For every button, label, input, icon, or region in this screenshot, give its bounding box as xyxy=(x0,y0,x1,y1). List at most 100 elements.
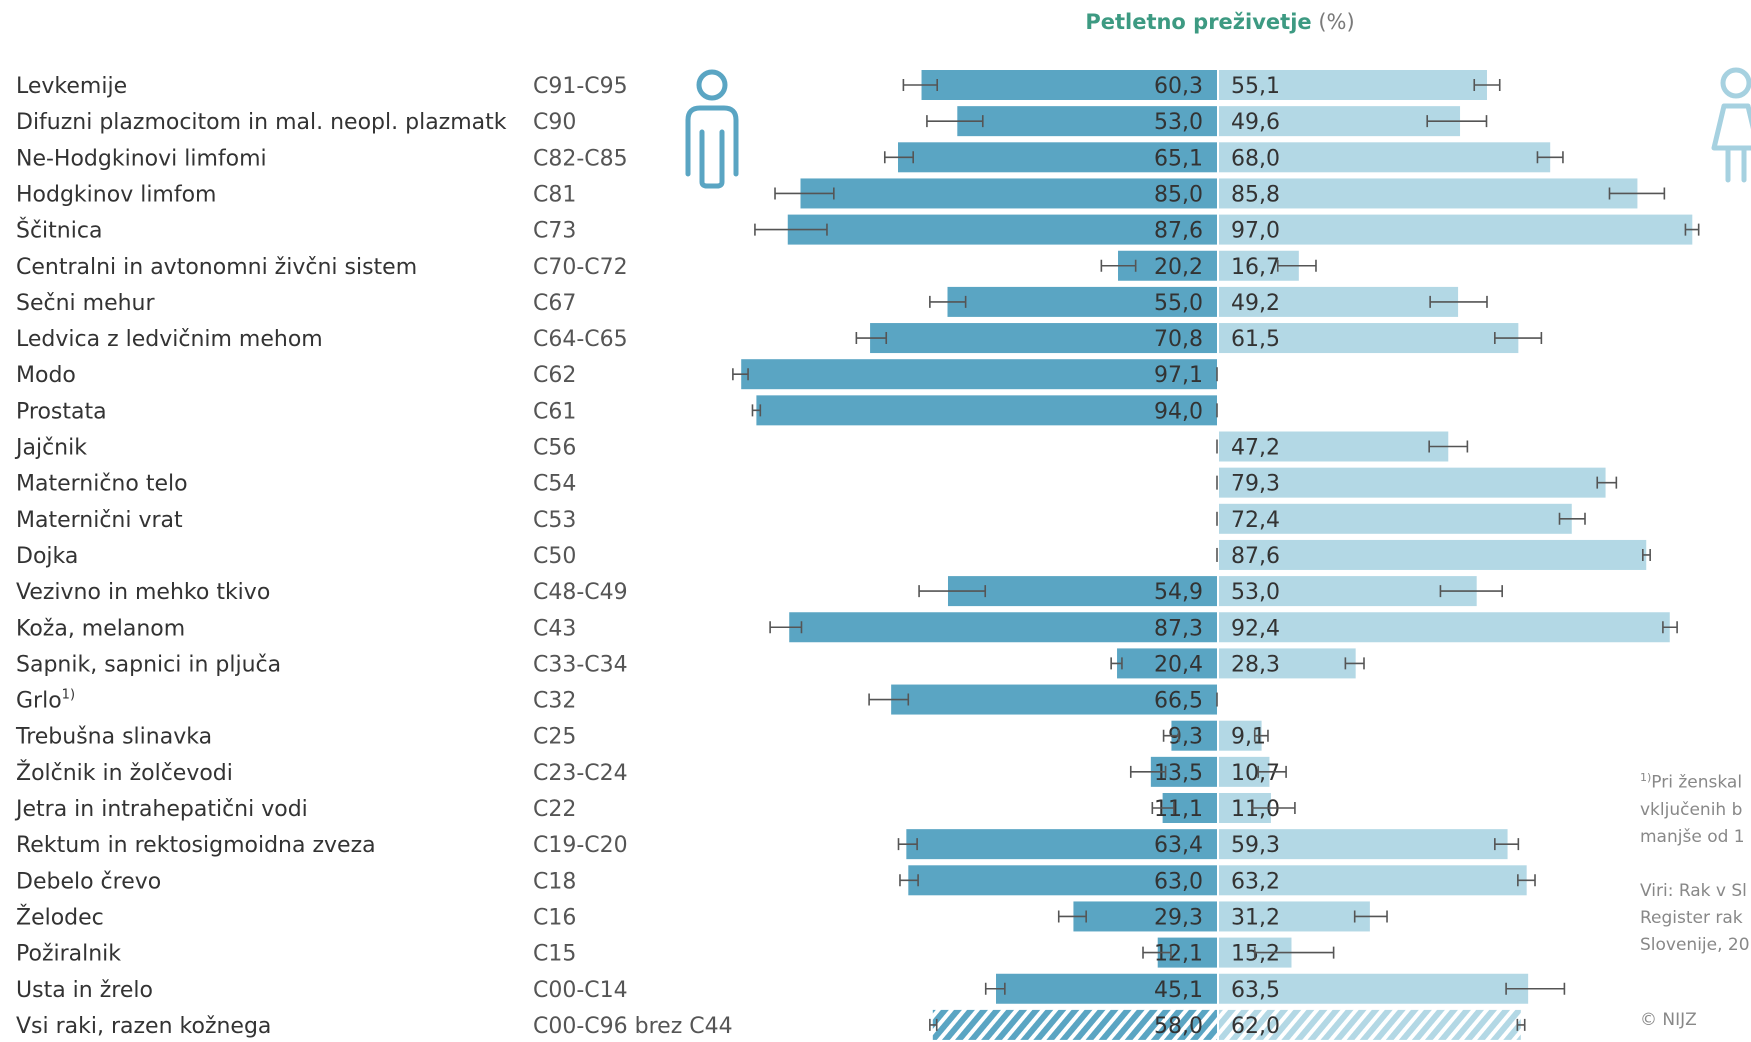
error-bar-men xyxy=(1142,946,1172,959)
value-label-men: 94,0 xyxy=(1154,399,1203,424)
icd-code: C00-C14 xyxy=(533,978,628,1003)
value-label-men: 85,0 xyxy=(1154,182,1203,207)
bar-men xyxy=(789,612,1217,643)
bar-men xyxy=(1073,901,1217,932)
error-bar-women xyxy=(1429,295,1488,308)
value-label-women: 53,0 xyxy=(1231,580,1280,605)
value-label-men: 58,0 xyxy=(1154,1014,1203,1039)
error-bar-women xyxy=(1473,79,1501,91)
copyright: © NIJZ xyxy=(1640,1010,1697,1030)
value-label-women: 31,2 xyxy=(1231,905,1280,930)
icd-code: C22 xyxy=(533,797,576,822)
error-bar-men xyxy=(1100,259,1137,272)
error-bar-men xyxy=(732,368,749,381)
error-bar-men xyxy=(918,585,987,598)
icd-code: C91-C95 xyxy=(533,74,628,99)
value-label-women: 59,3 xyxy=(1231,833,1280,858)
icd-code: C15 xyxy=(533,942,576,967)
bar-women xyxy=(1219,286,1459,317)
value-label-women: 87,6 xyxy=(1231,544,1280,569)
bar-women xyxy=(1219,1009,1521,1040)
icd-code: C53 xyxy=(533,508,576,533)
icd-code: C70-C72 xyxy=(533,255,628,280)
category-label: Želodec xyxy=(16,904,104,930)
value-label-women: 79,3 xyxy=(1231,472,1280,497)
bar-women xyxy=(1219,503,1572,534)
icd-code: C64-C65 xyxy=(533,327,628,352)
category-label: Vezivno in mehko tkivo xyxy=(16,580,270,605)
value-label-men: 12,1 xyxy=(1154,942,1203,967)
bar-men xyxy=(870,323,1217,354)
value-label-women: 55,1 xyxy=(1231,74,1280,99)
footnote-text: Pri ženskal vključenih b manjše od 1 xyxy=(1640,772,1745,847)
icd-code: C73 xyxy=(533,219,576,244)
error-bar-men xyxy=(868,693,910,706)
value-label-men: 20,4 xyxy=(1154,652,1203,677)
icd-code: C48-C49 xyxy=(533,580,628,605)
icd-code: C61 xyxy=(533,399,576,424)
value-label-men: 29,3 xyxy=(1154,905,1203,930)
icd-code: C54 xyxy=(533,472,576,497)
value-label-women: 72,4 xyxy=(1231,508,1280,533)
error-bar-men xyxy=(1151,802,1175,814)
chart-title: Petletno preživetje (%) xyxy=(1020,10,1420,34)
bar-women xyxy=(1219,648,1356,679)
error-bar-women xyxy=(1353,910,1388,923)
error-bar-women xyxy=(1257,765,1287,778)
error-bar-women xyxy=(1558,512,1586,525)
category-label: Ne-Hodgkinovi limfomi xyxy=(16,146,267,171)
bar-men xyxy=(756,395,1217,426)
value-label-men: 63,0 xyxy=(1154,869,1203,894)
icd-code: C67 xyxy=(533,291,576,316)
error-bar-women xyxy=(1608,187,1666,200)
bar-men xyxy=(898,142,1217,173)
category-label: Požiralnik xyxy=(16,942,121,967)
category-label: Jajčnik xyxy=(14,436,87,461)
error-bar-women xyxy=(1662,621,1678,634)
value-label-women: 10,7 xyxy=(1231,761,1280,786)
bar-women xyxy=(1219,323,1519,354)
error-bar-men xyxy=(984,982,1006,995)
category-label: Žolčnik in žolčevodi xyxy=(16,760,233,786)
chart-title-unit: (%) xyxy=(1318,10,1355,34)
icd-code: C81 xyxy=(533,182,576,207)
bar-men xyxy=(947,286,1217,317)
error-bar-men xyxy=(1057,910,1087,923)
bar-women xyxy=(1219,431,1449,462)
error-bar-women xyxy=(1439,585,1503,598)
error-bar-women xyxy=(1344,657,1365,670)
value-label-women: 9,1 xyxy=(1231,725,1266,750)
value-label-men: 70,8 xyxy=(1154,327,1203,352)
error-bar-men xyxy=(1110,657,1123,670)
value-label-men: 60,3 xyxy=(1154,74,1203,99)
category-label: Hodgkinov limfom xyxy=(16,182,217,207)
icd-code: C62 xyxy=(533,363,576,388)
error-bar-men xyxy=(929,1018,938,1031)
category-label: Dojka xyxy=(16,544,78,569)
bar-women xyxy=(1219,106,1461,137)
bar-women xyxy=(1219,539,1647,570)
error-bar-women xyxy=(1516,1018,1526,1031)
value-label-women: 62,0 xyxy=(1231,1014,1280,1039)
icd-code: C23-C24 xyxy=(533,761,628,786)
bar-men xyxy=(921,70,1217,100)
error-bar-women xyxy=(1517,874,1536,887)
icd-code: C00-C96 brez C44 xyxy=(533,1014,733,1039)
icd-code: C18 xyxy=(533,869,576,894)
error-bar-men xyxy=(774,187,835,200)
bar-men xyxy=(891,684,1217,715)
error-bar-women xyxy=(1276,259,1317,272)
category-label: Debelo črevo xyxy=(16,869,161,894)
value-label-women: 49,6 xyxy=(1231,110,1280,135)
category-label: Ščitnica xyxy=(16,218,102,244)
bar-men xyxy=(741,359,1217,390)
bar-men xyxy=(996,973,1217,1004)
error-bar-women xyxy=(1428,440,1469,453)
category-label: Levkemije xyxy=(16,74,127,99)
value-label-men: 11,1 xyxy=(1154,797,1203,822)
value-label-men: 66,5 xyxy=(1154,689,1203,714)
error-bar-women xyxy=(1642,548,1651,561)
value-label-men: 45,1 xyxy=(1154,978,1203,1003)
error-bar-men xyxy=(897,838,918,851)
value-label-men: 63,4 xyxy=(1154,833,1203,858)
